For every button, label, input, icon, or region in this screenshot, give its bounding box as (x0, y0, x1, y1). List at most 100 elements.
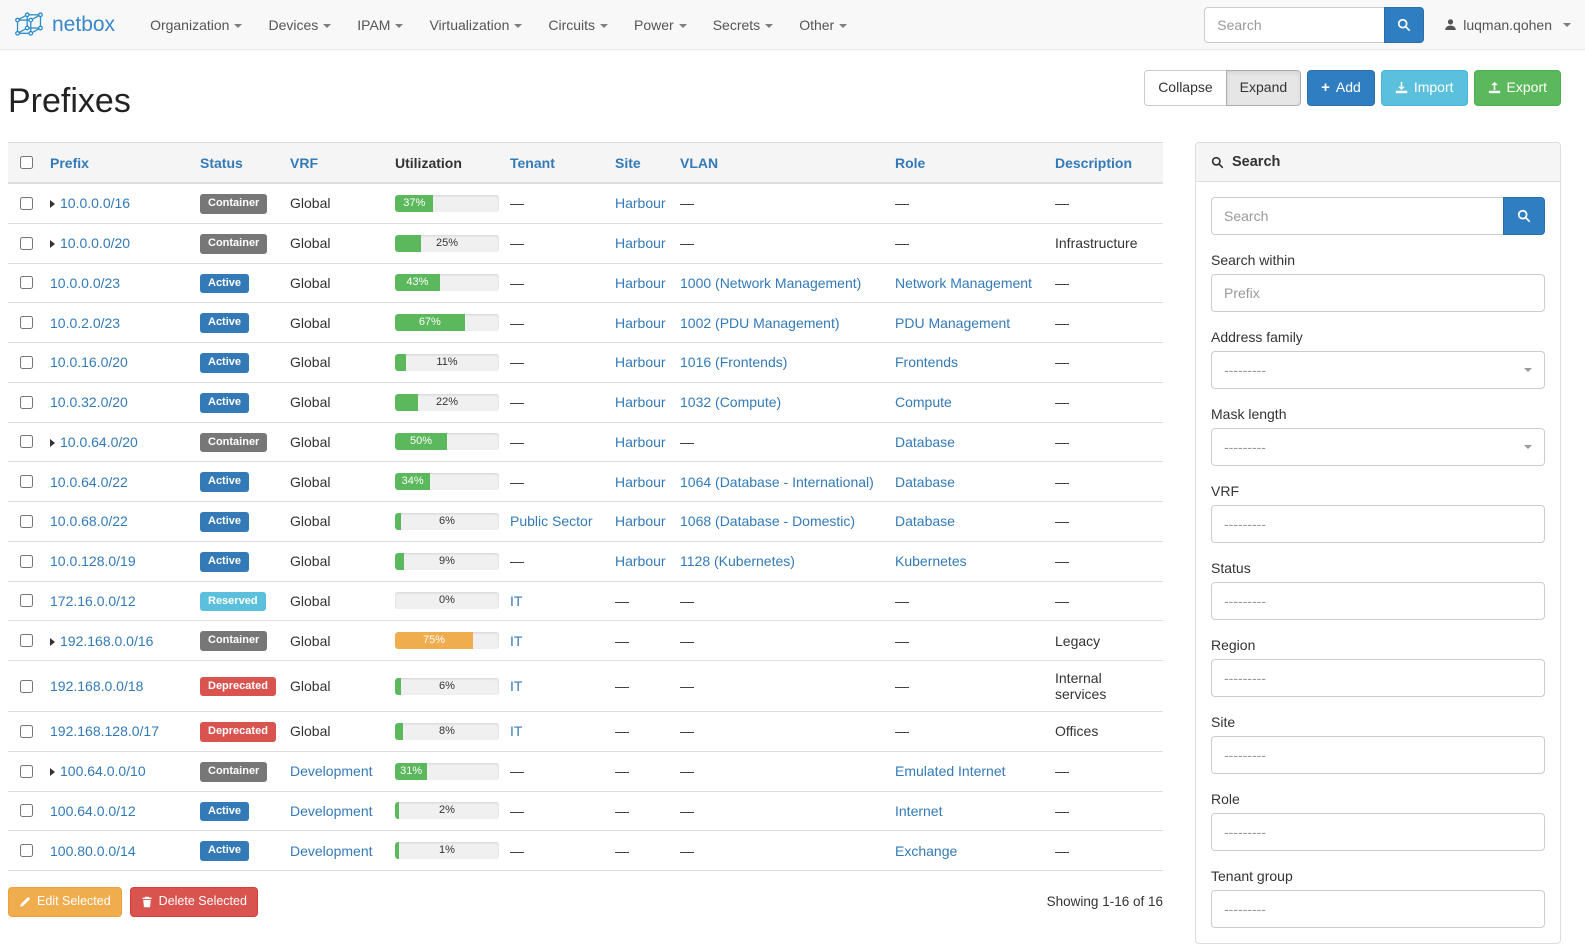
menu-devices[interactable]: Devices (255, 2, 344, 48)
role-link[interactable]: Internet (895, 802, 943, 819)
role-link[interactable]: Exchange (895, 842, 958, 859)
role-link[interactable]: Frontends (895, 354, 959, 371)
tenant-link[interactable]: IT (510, 723, 523, 740)
site-link[interactable]: Harbour (615, 314, 666, 331)
prefix-link[interactable]: 10.0.0.0/16 (60, 195, 131, 212)
prefix-link[interactable]: 10.0.32.0/20 (50, 394, 128, 411)
menu-circuits[interactable]: Circuits (535, 2, 621, 48)
filter-input-status[interactable] (1211, 582, 1545, 620)
delete-selected-button[interactable]: Delete Selected (129, 887, 258, 917)
site-link[interactable]: Harbour (615, 195, 666, 212)
row-checkbox[interactable] (20, 634, 33, 648)
filter-input-role[interactable] (1211, 813, 1545, 851)
site-link[interactable]: Harbour (615, 354, 666, 371)
row-checkbox[interactable] (20, 724, 33, 738)
column-header-vlan[interactable]: VLAN (672, 142, 887, 184)
filter-input-site[interactable] (1211, 736, 1545, 774)
prefix-link[interactable]: 10.0.0.0/23 (50, 274, 121, 291)
site-link[interactable]: Harbour (615, 433, 666, 450)
column-header-vrf[interactable]: VRF (282, 142, 387, 184)
row-checkbox[interactable] (20, 236, 33, 250)
column-header-site[interactable]: Site (607, 142, 672, 184)
row-checkbox[interactable] (20, 804, 33, 818)
navbar-search-button[interactable] (1384, 6, 1425, 43)
vlan-link[interactable]: 1016 (Frontends) (680, 354, 788, 371)
sidebar-search-input[interactable] (1211, 197, 1503, 235)
menu-secrets[interactable]: Secrets (700, 2, 786, 48)
row-checkbox[interactable] (20, 276, 33, 290)
column-header-role[interactable]: Role (887, 142, 1047, 184)
filter-input-region[interactable] (1211, 659, 1545, 697)
menu-ipam[interactable]: IPAM (344, 2, 416, 48)
vrf-link[interactable]: Development (290, 802, 373, 819)
row-checkbox[interactable] (20, 395, 33, 409)
menu-other[interactable]: Other (786, 2, 860, 48)
add-button[interactable]: + Add (1307, 70, 1375, 106)
vrf-link[interactable]: Development (290, 842, 373, 859)
role-link[interactable]: Network Management (895, 274, 1032, 291)
role-link[interactable]: Kubernetes (895, 553, 967, 570)
prefix-link[interactable]: 10.0.64.0/20 (60, 433, 138, 450)
role-link[interactable]: Compute (895, 394, 952, 411)
import-button[interactable]: Import (1380, 70, 1468, 106)
vlan-link[interactable]: 1068 (Database - Domestic) (680, 513, 856, 530)
prefix-link[interactable]: 172.16.0.0/12 (50, 592, 136, 609)
site-link[interactable]: Harbour (615, 235, 666, 252)
prefix-link[interactable]: 100.64.0.0/12 (50, 802, 136, 819)
row-checkbox[interactable] (20, 679, 33, 693)
column-header-description[interactable]: Description (1047, 142, 1163, 184)
row-checkbox[interactable] (20, 355, 33, 369)
tenant-link[interactable]: IT (510, 678, 523, 694)
menu-organization[interactable]: Organization (137, 2, 255, 48)
site-link[interactable]: Harbour (615, 513, 666, 530)
role-link[interactable]: PDU Management (895, 314, 1011, 331)
row-checkbox[interactable] (20, 316, 33, 330)
prefix-link[interactable]: 100.80.0.0/14 (50, 842, 136, 859)
column-header-tenant[interactable]: Tenant (502, 142, 607, 184)
site-link[interactable]: Harbour (615, 394, 666, 411)
prefix-link[interactable]: 100.64.0.0/10 (60, 763, 146, 780)
column-header-prefix[interactable]: Prefix (42, 142, 192, 184)
filter-input-tenant-group[interactable] (1211, 890, 1545, 928)
site-link[interactable]: Harbour (615, 553, 666, 570)
row-checkbox[interactable] (20, 196, 33, 210)
navbar-search-input[interactable] (1204, 6, 1385, 43)
expand-children-icon[interactable] (50, 768, 55, 777)
site-link[interactable]: Harbour (615, 274, 666, 291)
vlan-link[interactable]: 1032 (Compute) (680, 394, 782, 411)
sidebar-search-button[interactable] (1503, 197, 1545, 235)
prefix-link[interactable]: 10.0.0.0/20 (60, 235, 131, 252)
row-checkbox[interactable] (20, 475, 33, 489)
user-menu[interactable]: luqman.qohen (1444, 17, 1571, 33)
netbox-brand[interactable]: netbox (14, 11, 115, 38)
tenant-link[interactable]: IT (510, 592, 523, 609)
expand-children-icon[interactable] (50, 637, 55, 646)
filter-select-address-family[interactable]: --------- (1211, 351, 1545, 389)
prefix-link[interactable]: 192.168.0.0/18 (50, 678, 144, 694)
edit-selected-button[interactable]: Edit Selected (8, 887, 122, 917)
prefix-link[interactable]: 10.0.128.0/19 (50, 553, 136, 570)
row-checkbox[interactable] (20, 764, 33, 778)
prefix-link[interactable]: 10.0.64.0/22 (50, 473, 128, 490)
export-button[interactable]: Export (1473, 70, 1561, 106)
select-all-checkbox[interactable] (20, 156, 33, 169)
prefix-link[interactable]: 10.0.68.0/22 (50, 513, 128, 530)
column-header-status[interactable]: Status (192, 142, 282, 184)
filter-select-mask-length[interactable]: --------- (1211, 428, 1545, 466)
role-link[interactable]: Database (895, 513, 955, 530)
menu-virtualization[interactable]: Virtualization (416, 2, 535, 48)
prefix-link[interactable]: 10.0.16.0/20 (50, 354, 128, 371)
vlan-link[interactable]: 1064 (Database - International) (680, 473, 874, 490)
vlan-link[interactable]: 1002 (PDU Management) (680, 314, 840, 331)
vlan-link[interactable]: 1128 (Kubernetes) (680, 553, 795, 570)
prefix-link[interactable]: 192.168.128.0/17 (50, 723, 159, 740)
vrf-link[interactable]: Development (290, 763, 373, 780)
expand-children-icon[interactable] (50, 438, 55, 447)
filter-input-search-within[interactable] (1211, 274, 1545, 312)
menu-power[interactable]: Power (621, 2, 700, 48)
expand-button[interactable]: Expand (1225, 70, 1302, 106)
site-link[interactable]: Harbour (615, 473, 666, 490)
collapse-button[interactable]: Collapse (1144, 70, 1227, 106)
prefix-link[interactable]: 10.0.2.0/23 (50, 314, 121, 331)
role-link[interactable]: Database (895, 433, 955, 450)
